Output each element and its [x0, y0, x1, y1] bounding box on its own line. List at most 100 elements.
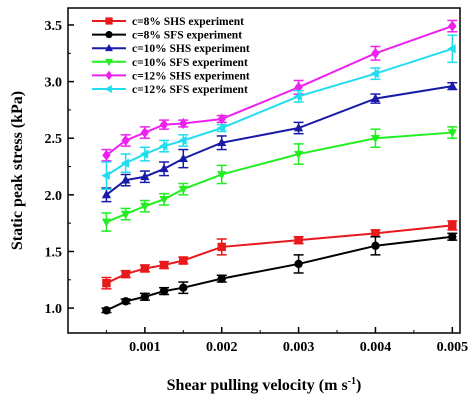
data-point — [159, 141, 168, 151]
data-point — [121, 135, 130, 146]
legend-marker — [105, 17, 113, 25]
data-point — [140, 127, 150, 139]
data-point — [121, 210, 131, 220]
data-point — [140, 264, 150, 273]
legend-entry-6: c=12% SFS experiment — [92, 84, 248, 96]
plot-frame — [67, 7, 461, 334]
data-point — [140, 171, 150, 181]
data-point — [178, 185, 188, 195]
data-point — [448, 221, 457, 230]
y-axis-title: Static peak stress (kPa) — [9, 91, 26, 250]
legend-label: c=8% SFS experiment — [132, 30, 242, 42]
data-point — [120, 158, 130, 168]
series-6 — [101, 34, 458, 190]
data-point — [159, 163, 169, 173]
x-axis-title-close: ) — [356, 377, 361, 394]
data-point — [294, 235, 303, 245]
data-point — [448, 20, 457, 32]
legend-entry-4: c=10% SFS experiment — [92, 57, 248, 69]
legend-label: c=10% SFS experiment — [132, 57, 248, 69]
x-tick-label: 0.003 — [283, 340, 315, 355]
data-point — [293, 91, 302, 101]
data-point — [370, 69, 379, 79]
y-tick-label: 3.0 — [45, 76, 63, 91]
data-point — [293, 122, 304, 132]
legend-marker — [105, 30, 113, 39]
data-point — [216, 123, 226, 133]
series-3 — [101, 81, 458, 203]
data-point — [371, 241, 380, 251]
data-point — [159, 286, 169, 296]
legend-marker — [105, 58, 113, 67]
data-point — [217, 171, 227, 180]
legend-marker — [105, 43, 113, 52]
legend-label: c=10% SHS experiment — [132, 43, 250, 55]
data-point — [159, 196, 169, 205]
data-point — [121, 297, 130, 306]
data-point — [102, 278, 111, 288]
data-point — [217, 242, 226, 252]
x-tick-label: 0.001 — [129, 340, 161, 355]
data-point — [121, 269, 130, 279]
series-5 — [101, 19, 458, 162]
legend-marker — [104, 85, 112, 93]
data-point — [102, 306, 111, 315]
legend-marker — [105, 70, 113, 81]
data-point — [121, 175, 131, 184]
data-point — [102, 149, 111, 161]
data-point — [101, 189, 112, 199]
data-point — [101, 170, 110, 181]
data-point — [140, 202, 150, 212]
y-tick-label: 1.0 — [45, 302, 63, 317]
legend-entry-2: c=8% SFS experiment — [92, 30, 242, 42]
series-2 — [101, 232, 458, 315]
data-point — [448, 232, 457, 241]
series-line — [106, 235, 453, 312]
legend-entry-1: c=8% SHS experiment — [92, 16, 244, 28]
series-line — [106, 131, 453, 223]
data-point — [159, 260, 169, 270]
data-point — [140, 292, 150, 301]
data-point — [294, 259, 303, 269]
data-point — [179, 118, 188, 129]
data-point — [447, 129, 457, 138]
x-axis-title-main: Shear pulling velocity (m s — [167, 377, 348, 394]
legend-entry-3: c=10% SHS experiment — [92, 43, 250, 55]
data-point — [179, 283, 188, 292]
x-axis-title: Shear pulling velocity (m s-1) — [167, 376, 362, 394]
x-axis-title-sup: -1 — [348, 376, 356, 387]
data-point — [217, 137, 227, 147]
data-point — [370, 93, 381, 102]
x-tick-label: 0.005 — [437, 340, 469, 355]
data-point — [139, 149, 149, 159]
legend-label: c=12% SHS experiment — [132, 70, 250, 82]
data-point — [217, 113, 226, 125]
y-tick-label: 1.5 — [45, 245, 63, 260]
data-point — [293, 150, 304, 160]
series-1 — [101, 220, 458, 290]
data-point — [179, 256, 188, 265]
data-point — [371, 229, 380, 238]
legend-entry-5: c=12% SHS experiment — [92, 70, 250, 82]
data-point — [371, 47, 380, 59]
x-tick-label: 0.004 — [360, 340, 392, 355]
axes: 0.001 0.002 0.003 0.004 0.005 1.0 1.5 2.0 2.5 3.0… — [45, 19, 469, 355]
series-layer — [101, 19, 458, 315]
y-tick-label: 3.5 — [45, 19, 63, 34]
data-point — [217, 274, 226, 283]
legend-label: c=12% SFS experiment — [132, 84, 248, 96]
y-tick-label: 2.0 — [45, 189, 63, 204]
data-point — [447, 81, 457, 90]
y-tick-label: 2.5 — [45, 132, 63, 147]
data-point — [447, 44, 456, 54]
series-line — [106, 224, 453, 285]
data-point — [101, 218, 112, 228]
data-point — [370, 134, 381, 144]
data-point — [178, 153, 188, 162]
legend-label: c=8% SHS experiment — [132, 16, 244, 28]
x-tick-label: 0.002 — [206, 340, 238, 355]
data-point — [178, 135, 187, 146]
series-4 — [101, 126, 458, 232]
